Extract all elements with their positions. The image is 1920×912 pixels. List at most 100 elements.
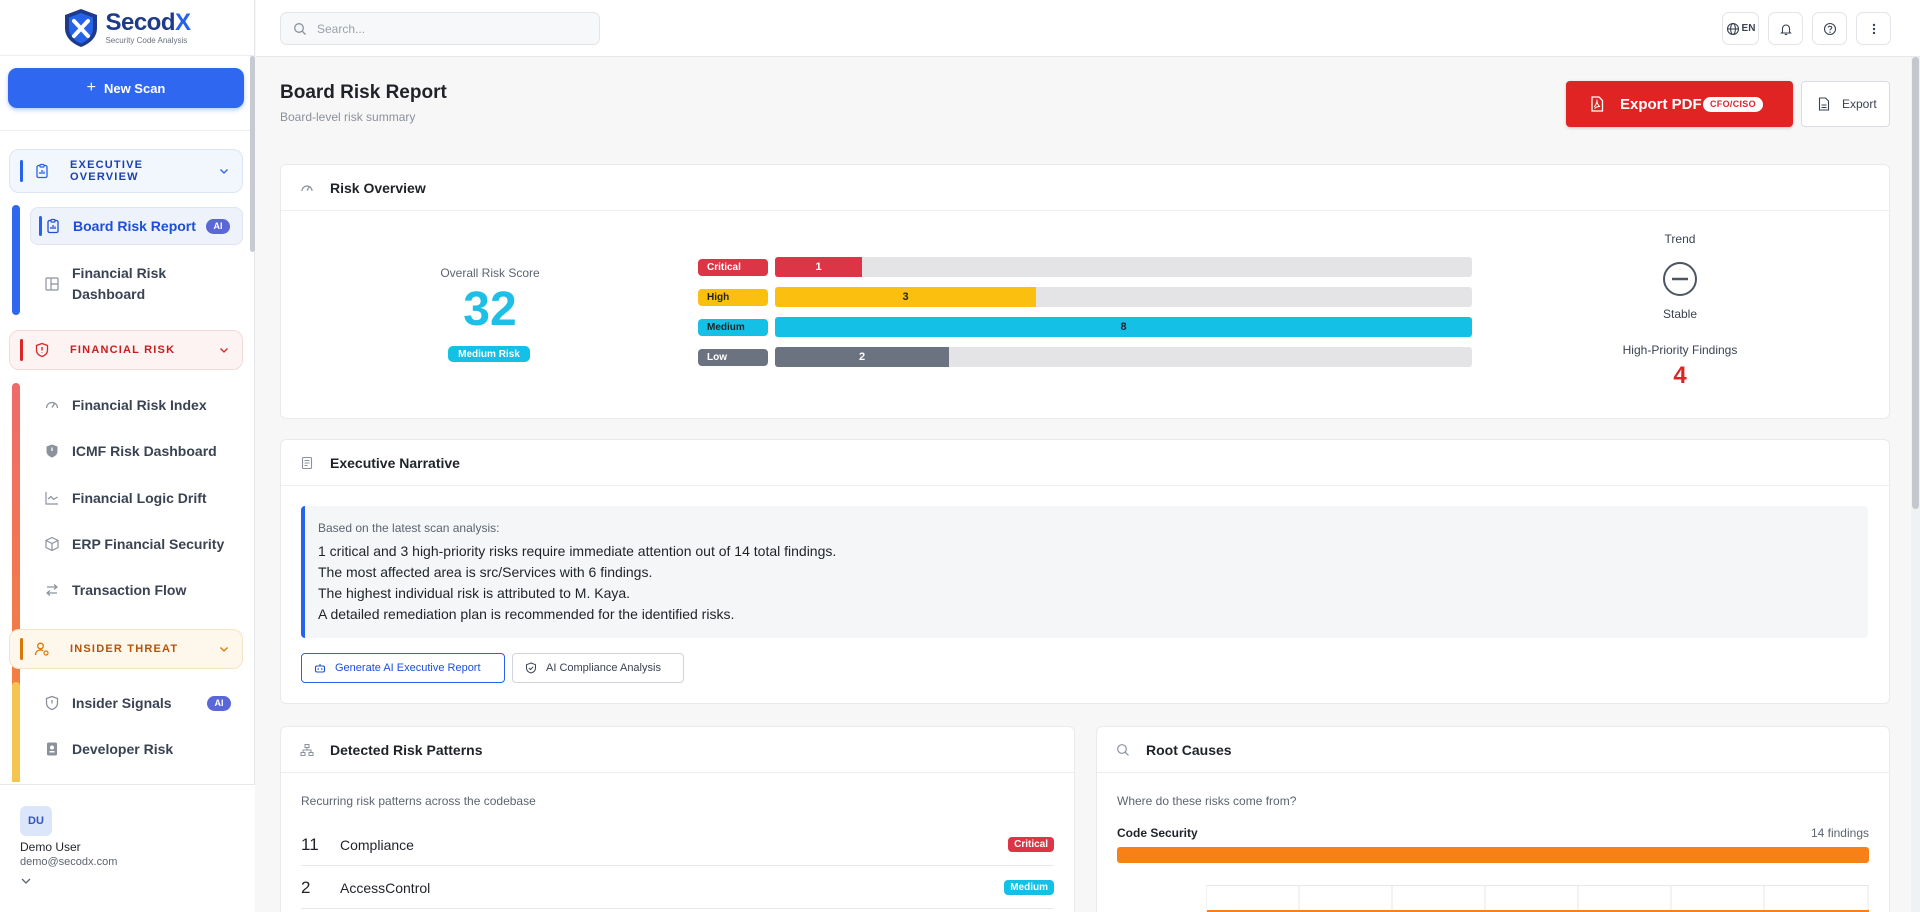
- trend-label: Trend: [1664, 232, 1696, 246]
- sidebar-item-transaction-flow[interactable]: Transaction Flow: [30, 573, 243, 607]
- severity-badge: Critical: [1008, 837, 1054, 852]
- shield-check-icon: [526, 662, 536, 674]
- table-row[interactable]: 2 AccessControl Medium: [301, 867, 1054, 909]
- plus-icon: +: [86, 79, 96, 96]
- sidebar-item-financial-risk-index[interactable]: Financial Risk Index: [30, 388, 243, 422]
- root-causes-intro: Where do these risks come from?: [1117, 794, 1297, 808]
- risk-score-label: Overall Risk Score: [440, 266, 540, 280]
- trend-value: Stable: [1662, 307, 1698, 321]
- risk-level-badge: Medium Risk: [448, 346, 530, 362]
- new-scan-button[interactable]: + New Scan: [8, 68, 244, 108]
- narrative-box: [301, 506, 1868, 638]
- help-button[interactable]: [1812, 12, 1847, 45]
- severity-track-high: 3: [775, 287, 1472, 307]
- sidebar-nav: EXECUTIVE OVERVIEW Board Risk Report AI …: [0, 130, 250, 782]
- group-financial-risk[interactable]: FINANCIAL RISK: [9, 330, 243, 370]
- sidebar-item-insider-signals[interactable]: Insider Signals AI: [30, 686, 243, 720]
- gauge-icon: [301, 184, 313, 191]
- notifications-button[interactable]: [1768, 12, 1803, 45]
- card-title: Risk Overview: [330, 179, 426, 196]
- line-chart-icon: [45, 492, 58, 505]
- sidebar-item-label: ERP Financial Security: [72, 535, 225, 552]
- group-accent-bar: [20, 339, 23, 361]
- robot-icon: [314, 664, 326, 673]
- severity-bar-low: 2: [775, 347, 949, 367]
- group-rail: [12, 383, 20, 745]
- button-label: Generate AI Executive Report: [335, 662, 481, 674]
- group-accent-bar: [20, 160, 23, 182]
- chevron-down-icon: [220, 348, 228, 353]
- gauge-icon: [45, 401, 59, 409]
- sidebar-item-financial-risk-dashboard[interactable]: Financial Risk Dashboard: [30, 261, 243, 307]
- hierarchy-icon: [300, 743, 314, 756]
- pattern-count: 2: [301, 877, 311, 897]
- user-panel[interactable]: DU Demo User demo@secodx.com: [0, 784, 255, 912]
- page-scrollbar[interactable]: [1911, 57, 1920, 912]
- group-insider-threat[interactable]: INSIDER THREAT: [9, 629, 243, 669]
- root-cause-count: 14 findings: [1810, 826, 1869, 840]
- sidebar-scrollbar[interactable]: [250, 56, 255, 252]
- chevron-down-icon: [220, 647, 228, 652]
- file-icon: [1818, 97, 1830, 111]
- sidebar-item-developer-risk[interactable]: Developer Risk: [30, 732, 243, 766]
- card-header: Risk Overview: [281, 165, 1889, 211]
- sidebar-item-icmf-risk-dashboard[interactable]: ICMF Risk Dashboard: [30, 434, 243, 468]
- group-accent-bar: [20, 638, 23, 660]
- card-header: Root Causes: [1097, 727, 1889, 773]
- high-priority-value: 4: [1673, 362, 1687, 389]
- patterns-intro: Recurring risk patterns across the codeb…: [301, 794, 536, 808]
- group-executive-overview[interactable]: EXECUTIVE OVERVIEW: [9, 149, 243, 193]
- sidebar-item-board-risk-report[interactable]: Board Risk Report AI: [30, 207, 243, 245]
- export-button[interactable]: Export: [1801, 81, 1890, 127]
- sidebar-item-financial-logic-drift[interactable]: Financial Logic Drift: [30, 481, 243, 515]
- card-title: Root Causes: [1146, 741, 1232, 758]
- narrative-line: The highest individual risk is attribute…: [318, 585, 631, 601]
- high-priority-label: High-Priority Findings: [1622, 343, 1738, 357]
- root-cause-bar: [1117, 847, 1869, 863]
- sidebar-item-label: Insider Signals: [72, 694, 172, 711]
- more-vertical-icon: [1872, 23, 1875, 34]
- globe-icon: [1726, 22, 1739, 35]
- clipboard-chart-icon: [47, 218, 59, 234]
- ai-badge: AI: [206, 218, 230, 234]
- sidebar: SecodX Security Code Analysis + New Scan…: [0, 0, 255, 912]
- sidebar-item-label: ICMF Risk Dashboard: [72, 442, 217, 459]
- narrative-intro: Based on the latest scan analysis:: [318, 521, 500, 535]
- export-pdf-button[interactable]: Export PDF CFO/CISO: [1566, 81, 1793, 127]
- root-cause-grid: [1206, 885, 1869, 912]
- severity-track-medium: 8: [775, 317, 1472, 337]
- more-button[interactable]: [1856, 12, 1891, 45]
- search-input[interactable]: [317, 18, 587, 39]
- generate-ai-report-button[interactable]: Generate AI Executive Report: [301, 653, 505, 683]
- severity-badge: Medium: [1004, 880, 1054, 895]
- app-logo[interactable]: SecodX Security Code Analysis: [0, 0, 254, 56]
- sidebar-item-erp-financial-security[interactable]: ERP Financial Security: [30, 527, 243, 561]
- severity-bar-critical: 1: [775, 257, 862, 277]
- pattern-name: Compliance: [340, 836, 414, 853]
- search-icon: [294, 22, 306, 35]
- pattern-count: 11: [301, 834, 319, 854]
- language-button[interactable]: EN: [1722, 12, 1759, 45]
- topbar: EN: [256, 0, 1920, 57]
- group-label: FINANCIAL RISK: [70, 344, 176, 356]
- narrative-line: 1 critical and 3 high-priority risks req…: [318, 543, 837, 559]
- group-label: EXECUTIVE OVERVIEW: [70, 159, 144, 183]
- severity-track-critical: 1: [775, 257, 1472, 277]
- audience-badge: CFO/CISO: [1703, 96, 1763, 112]
- search-box[interactable]: [280, 12, 600, 45]
- file-pdf-icon: [1591, 96, 1604, 112]
- severity-label-low: Low: [698, 349, 768, 366]
- active-indicator: [39, 216, 42, 236]
- severity-track-low: 2: [775, 347, 1472, 367]
- scrollbar-thumb[interactable]: [1912, 57, 1919, 509]
- table-row[interactable]: 11 Compliance Critical: [301, 824, 1054, 866]
- group-rail: [12, 205, 20, 315]
- sidebar-item-label: Transaction Flow: [72, 581, 187, 598]
- bell-icon: [1779, 23, 1792, 35]
- ai-compliance-button[interactable]: AI Compliance Analysis: [512, 653, 684, 683]
- document-icon: [301, 456, 313, 469]
- page-title: Board Risk Report: [280, 82, 447, 103]
- trend-stable-icon: [1663, 262, 1697, 296]
- chevron-down-icon[interactable]: [20, 875, 32, 887]
- root-cause-category: Code Security: [1117, 826, 1198, 840]
